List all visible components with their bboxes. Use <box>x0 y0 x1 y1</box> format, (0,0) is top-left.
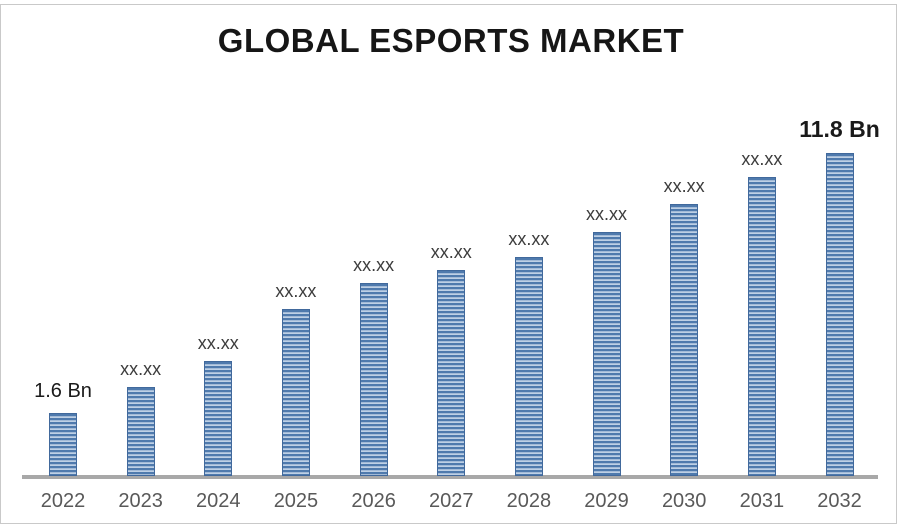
x-axis-label-2028: 2028 <box>506 490 552 512</box>
x-axis-label-2029: 2029 <box>584 490 629 512</box>
bar-value-label-2030: xx.xx <box>663 176 705 196</box>
bar-2024 <box>204 361 233 476</box>
chart-title: GLOBAL ESPORTS MARKET <box>217 22 685 59</box>
bar-2029 <box>592 232 621 476</box>
bar-value-label-2025: xx.xx <box>275 281 317 301</box>
bar-2026 <box>359 283 388 476</box>
x-axis-label-2030: 2030 <box>661 490 707 512</box>
bar-2022 <box>49 413 77 476</box>
x-axis-label-2031: 2031 <box>739 490 785 512</box>
bar-value-label-2026: xx.xx <box>353 255 395 275</box>
bar-value-label-2027: xx.xx <box>430 242 472 262</box>
bar-2027 <box>437 270 466 476</box>
x-axis-label-2024: 2024 <box>196 490 241 512</box>
bar-2028 <box>514 257 543 476</box>
bar-value-label-2029: xx.xx <box>586 204 628 224</box>
x-axis-label-2032: 2032 <box>817 490 862 512</box>
x-axis-label-2027: 2027 <box>429 490 474 512</box>
x-axis-label-2022: 2022 <box>40 490 86 512</box>
bar-value-label-2032: 11.8 Bn <box>799 116 880 142</box>
bar-2025 <box>281 309 310 476</box>
bar-value-label-2022: 1.6 Bn <box>34 380 92 402</box>
x-axis-line <box>22 475 878 479</box>
x-axis-label-2023: 2023 <box>118 490 163 512</box>
bar-value-label-2031: xx.xx <box>741 149 783 169</box>
bar-2031 <box>747 177 776 476</box>
bar-value-label-2024: xx.xx <box>197 333 239 353</box>
bar-2030 <box>670 204 699 476</box>
bar-2023 <box>126 387 155 476</box>
x-axis-label-2026: 2026 <box>351 490 396 512</box>
bar-value-label-2028: xx.xx <box>508 229 550 249</box>
bar-value-label-2023: xx.xx <box>120 359 162 379</box>
x-axis-label-2025: 2025 <box>273 490 319 512</box>
bar-2032 <box>825 153 854 476</box>
